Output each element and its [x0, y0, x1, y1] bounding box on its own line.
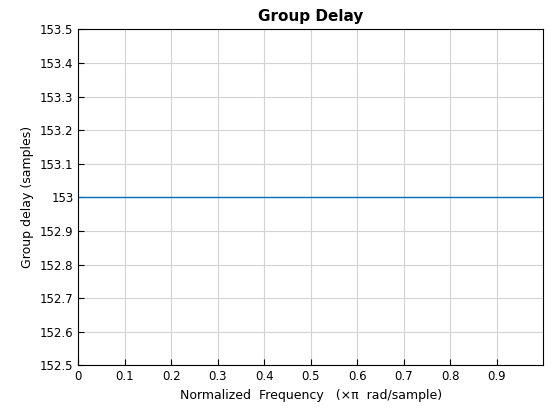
X-axis label: Normalized  Frequency   (×π  rad/sample): Normalized Frequency (×π rad/sample): [180, 389, 442, 402]
Title: Group Delay: Group Delay: [258, 9, 363, 24]
Y-axis label: Group delay (samples): Group delay (samples): [21, 126, 34, 268]
